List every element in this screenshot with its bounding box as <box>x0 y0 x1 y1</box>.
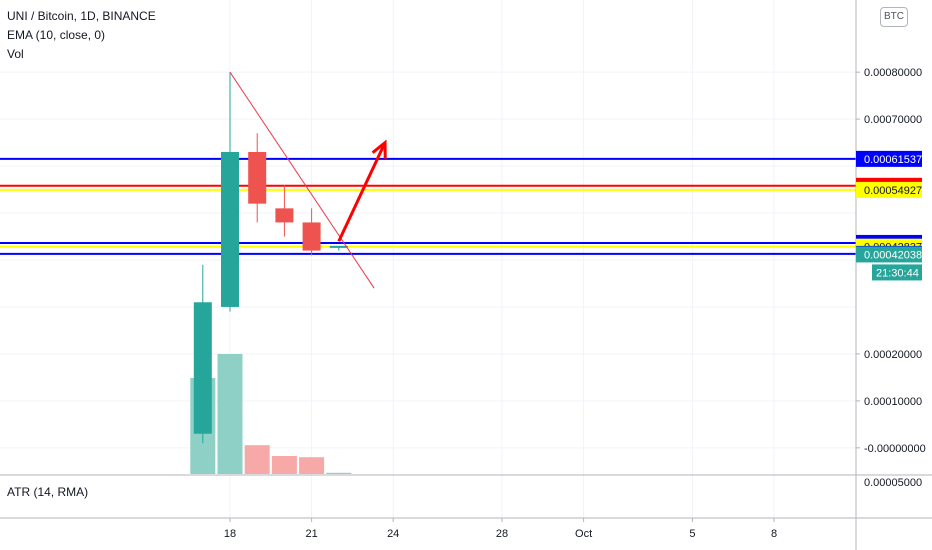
candle-body <box>275 208 294 223</box>
candle-body <box>302 222 321 251</box>
arrow-shaft <box>337 141 387 242</box>
last-price-tag: 0.00042038 <box>864 249 922 261</box>
countdown-tag: 21:30:44 <box>876 267 919 279</box>
atr-legend[interactable]: ATR (14, RMA) <box>7 485 89 499</box>
ema-legend[interactable]: EMA (10, close, 0) <box>7 28 106 42</box>
time-tick-label: 21 <box>305 528 317 540</box>
candle-body <box>193 302 212 434</box>
price-tick-label: 0.00020000 <box>864 349 922 361</box>
candle-body <box>248 152 267 204</box>
price-tick-label: 0.00070000 <box>864 114 922 126</box>
volume-bar <box>217 354 243 474</box>
price-line-tag-bg <box>856 150 922 167</box>
price-line-tag: 0.00054927 <box>864 185 922 197</box>
trendline <box>229 71 375 289</box>
time-tick-label: 24 <box>387 528 399 540</box>
volume-legend[interactable]: Vol <box>7 47 24 61</box>
volume-bar <box>244 445 270 474</box>
volume-bar <box>326 472 352 474</box>
time-tick-label: Oct <box>575 528 592 540</box>
chart-title: UNI / Bitcoin, 1D, BINANCE <box>7 9 156 23</box>
countdown-tag-bg <box>872 264 922 281</box>
time-tick-label: 5 <box>689 528 695 540</box>
atr-axis-label: 0.00005000 <box>864 477 922 489</box>
price-tick-label: 0.00080000 <box>864 67 922 79</box>
arrow-head <box>371 139 387 159</box>
time-tick-label: 18 <box>224 528 236 540</box>
currency-button[interactable]: BTC <box>880 7 908 27</box>
time-tick-label: 28 <box>496 528 508 540</box>
last-price-tag-bg <box>856 246 922 263</box>
volume-bar <box>271 456 297 474</box>
price-tick-label: 0.00010000 <box>864 396 922 408</box>
time-tick-label: 8 <box>771 528 777 540</box>
price-line-tag: 0.00061537 <box>864 154 922 166</box>
candle-body <box>329 245 348 248</box>
price-tick-label: -0.00000000 <box>864 443 926 455</box>
price-line-tag-bg <box>856 181 922 198</box>
candle-body <box>221 152 239 307</box>
volume-bar <box>299 457 325 474</box>
